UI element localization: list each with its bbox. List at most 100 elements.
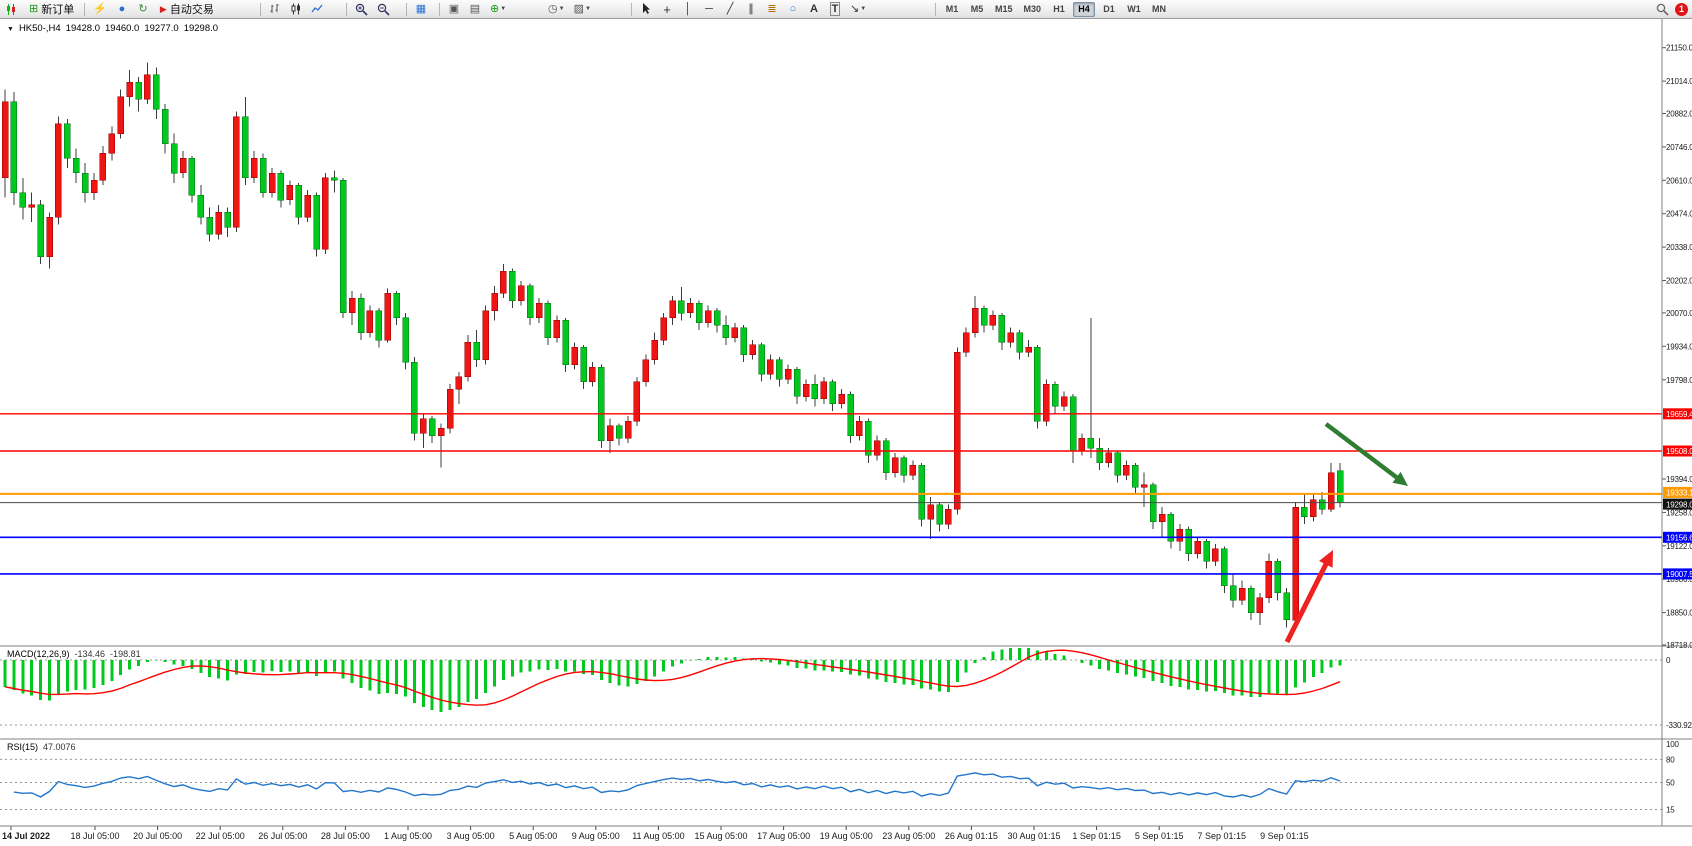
line-chart-button[interactable]: [308, 1, 326, 17]
svg-text:19298.0: 19298.0: [1666, 500, 1692, 509]
timeframe-group: M1 M5 M15 M30 H1 H4 D1 W1 MN: [933, 0, 1170, 18]
timeframe-w1-button[interactable]: W1: [1127, 4, 1141, 14]
autotrading-icon: ▶: [159, 3, 167, 14]
zoom-in-button[interactable]: [352, 1, 371, 17]
svg-text:19156.6: 19156.6: [1666, 534, 1692, 543]
label-tool-button[interactable]: T: [826, 1, 844, 17]
label-tool-icon: T: [829, 1, 841, 17]
svg-text:20338.0: 20338.0: [1666, 243, 1692, 252]
rsi-name: RSI(15): [7, 742, 39, 752]
new-chart-button[interactable]: [2, 1, 21, 17]
data-window-button[interactable]: ▣: [445, 1, 463, 17]
fibonacci-icon: ≣: [767, 2, 777, 15]
text-tool-button[interactable]: A: [805, 1, 823, 17]
svg-text:18 Jul 05:00: 18 Jul 05:00: [70, 831, 119, 841]
ohlc-close: 19298.0: [183, 23, 219, 34]
svg-text:20202.0: 20202.0: [1666, 277, 1692, 286]
channel-tool-button[interactable]: ∥: [742, 1, 760, 17]
svg-text:14 Jul 2022: 14 Jul 2022: [2, 831, 50, 841]
rsi-line: [13, 772, 1341, 798]
chart-header: ▼ HK50-,H4 19428.0 19460.0 19277.0 19298.0: [7, 23, 223, 34]
svg-text:26 Aug 01:15: 26 Aug 01:15: [945, 831, 998, 841]
price-tag-19333.1: 19333.1: [1663, 486, 1692, 498]
trendline-tool-button[interactable]: ╱: [721, 1, 739, 17]
price-axis[interactable]: 21150.0 21014.0 20882.0 20746.0 20610.0 20474…: [1662, 44, 1692, 650]
svg-text:21150.0: 21150.0: [1666, 44, 1692, 53]
community-button[interactable]: ●: [113, 1, 131, 17]
zoom-out-icon: [377, 3, 390, 16]
macd-signal-line: [4, 649, 1341, 706]
new-order-label: 新订单: [41, 4, 75, 16]
svg-text:22 Jul 05:00: 22 Jul 05:00: [196, 831, 245, 841]
cursor-tool-button[interactable]: [637, 1, 655, 17]
symbol-caret-icon: ▼: [7, 26, 14, 33]
svg-text:21014.0: 21014.0: [1666, 77, 1692, 86]
new-order-icon: ⊞: [29, 2, 39, 15]
line-chart-icon: [311, 4, 323, 13]
new-order-button[interactable]: ⊞ 新订单: [24, 1, 79, 17]
periods-button[interactable]: ◷ ▼: [545, 1, 568, 17]
up-trend-arrow[interactable]: [1284, 550, 1333, 644]
toolbar-separator: [631, 2, 632, 16]
zoom-out-button[interactable]: [374, 1, 393, 17]
timeframe-h1-button[interactable]: H1: [1053, 4, 1065, 14]
chevron-down-icon: ▼: [500, 6, 507, 12]
svg-text:20882.0: 20882.0: [1666, 110, 1692, 119]
cursor-icon: [642, 3, 650, 14]
tile-windows-button[interactable]: ▦: [412, 1, 430, 17]
alerts-button[interactable]: ⚡: [90, 1, 110, 17]
template-icon: ▨: [573, 2, 584, 15]
crosshair-tool-button[interactable]: +: [658, 1, 676, 17]
zoom-group: [344, 0, 393, 18]
shapes-tool-button[interactable]: ○: [784, 1, 802, 17]
fibonacci-tool-button[interactable]: ≣: [763, 1, 781, 17]
rsi-value: 47.0076: [43, 742, 76, 752]
horizontal-line-tool-button[interactable]: ─: [700, 1, 718, 17]
horizontal-line-icon: ─: [705, 2, 713, 15]
svg-text:19 Aug 05:00: 19 Aug 05:00: [820, 831, 873, 841]
timeframe-m30-button[interactable]: M30: [1023, 4, 1042, 14]
crosshair-icon: +: [663, 1, 671, 17]
windows-group: ▦: [404, 0, 430, 18]
time-axis[interactable]: 14 Jul 2022 18 Jul 05:00 20 Jul 05:00 22 Ju…: [2, 826, 1309, 841]
bar-chart-button[interactable]: [266, 1, 284, 17]
arrows-tool-button[interactable]: ↘ ▼: [847, 1, 869, 17]
timeframe-h4-button[interactable]: H4: [1073, 1, 1096, 17]
price-tag-19298.0: 19298.0: [1663, 498, 1692, 510]
svg-text:30 Aug 01:15: 30 Aug 01:15: [1007, 831, 1060, 841]
add-indicator-button[interactable]: ⊕ ▼: [487, 1, 509, 17]
toolbar-right-group: 1: [1653, 0, 1688, 18]
autotrading-button[interactable]: ▶ 自动交易: [155, 1, 219, 17]
svg-text:20746.0: 20746.0: [1666, 143, 1692, 152]
svg-text:19508.0: 19508.0: [1666, 447, 1692, 456]
timeframe-m15-button[interactable]: M15: [995, 4, 1013, 14]
order-group: ⊞ 新订单 ⚡ ● ↻ ▶ 自动交易: [2, 0, 219, 18]
arrow-tool-icon: ↘: [850, 2, 860, 15]
timeframe-m5-button[interactable]: M5: [970, 4, 984, 14]
timeframe-m1-button[interactable]: M1: [945, 4, 959, 14]
timeframe-mn-button[interactable]: MN: [1152, 4, 1167, 14]
text-tool-icon: A: [810, 3, 818, 15]
main-toolbar: ⊞ 新订单 ⚡ ● ↻ ▶ 自动交易 ▦: [0, 0, 1692, 19]
svg-text:17 Aug 05:00: 17 Aug 05:00: [757, 831, 810, 841]
svg-text:18986.0: 18986.0: [1666, 575, 1692, 584]
search-button[interactable]: [1653, 1, 1672, 17]
notification-badge[interactable]: 1: [1675, 2, 1688, 16]
timeframe-d1-button[interactable]: D1: [1103, 4, 1115, 14]
candlestick-chart-button[interactable]: [287, 1, 305, 17]
candlestick-chart-icon: [291, 3, 300, 15]
svg-text:20474.0: 20474.0: [1666, 210, 1692, 219]
down-trend-arrow[interactable]: [1324, 422, 1408, 486]
price-tag-19156.6: 19156.6: [1663, 531, 1692, 543]
svg-text:9 Sep 01:15: 9 Sep 01:15: [1260, 831, 1309, 841]
svg-text:19122.0: 19122.0: [1666, 542, 1692, 551]
svg-text:19007.5: 19007.5: [1666, 570, 1692, 579]
vertical-line-tool-button[interactable]: │: [679, 1, 697, 17]
svg-text:18850.0: 18850.0: [1666, 609, 1692, 618]
refresh-button[interactable]: ↻: [134, 1, 152, 17]
market-watch-button[interactable]: ▤: [466, 1, 484, 17]
toolbar-separator: [406, 2, 407, 16]
svg-text:9 Aug 05:00: 9 Aug 05:00: [572, 831, 620, 841]
template-button[interactable]: ▨ ▼: [571, 1, 594, 17]
